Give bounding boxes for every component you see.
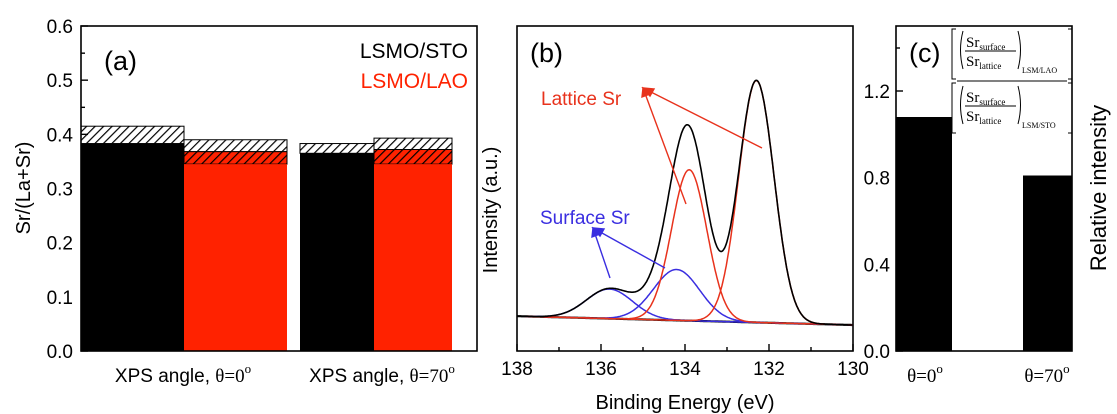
- x-category-label-c-theta-70: θ=70o: [1024, 361, 1069, 387]
- panel-b-x-tick-label: 136: [585, 359, 617, 380]
- panel-b-axes-frame: [516, 25, 854, 352]
- bar-lsmo-lao-hatched: [373, 137, 453, 150]
- panel-c-y-ticks: 0.0 0.4 0.8 1.2: [864, 47, 903, 363]
- legend-entry-lsmo-sto: LSMO/STO: [360, 40, 468, 63]
- bar-lsmo-lao: [184, 164, 287, 351]
- panel-b-curves: [516, 79, 853, 327]
- annotation-lattice-sr: Lattice Sr: [541, 89, 622, 110]
- bar-lsmo-sto-hatched: [299, 143, 376, 154]
- panel-a-bars: [80, 125, 453, 351]
- bar-lsmo-lao-hatched: [183, 139, 288, 153]
- bar-lsmo-sto: [81, 143, 184, 351]
- panel-a-y-tick-label: 0.3: [47, 180, 73, 201]
- bar-lsmo-sto: [300, 153, 375, 351]
- panel-c-y-axis-label: Relative intensity: [1086, 105, 1111, 271]
- panel-b-xps-spectrum: 138 136 134 132 130 (b) Lattice Sr Surface S…: [480, 25, 869, 414]
- panel-a-y-tick-label: 0.4: [47, 125, 74, 146]
- panel-b-x-tick-label: 130: [837, 359, 869, 380]
- panel-b-x-tick-label: 132: [753, 359, 785, 380]
- panel-b-x-ticks: 138 136 134 132 130: [501, 344, 869, 380]
- panel-c-y-tick-label: 0.0: [864, 342, 890, 363]
- panel-c-axes-frame: [895, 25, 1073, 352]
- panel-a-y-tick-label: 0.2: [47, 234, 73, 255]
- panel-c-bar: [1023, 175, 1072, 351]
- svg-text:LSM/LAO: LSM/LAO: [1022, 66, 1057, 75]
- panel-b-x-axis-label: Binding Energy (eV): [596, 392, 775, 414]
- panel-c-y-tick-label: 0.4: [864, 255, 891, 276]
- envelope-curve: [516, 79, 853, 326]
- panel-b-y-axis-label: Intensity (a.u.): [480, 147, 502, 274]
- svg-text:Srlattice: Srlattice: [966, 109, 1001, 126]
- ratio-formula: Srsurface Srlattice LSM/LAO Srsurface Sr…: [951, 28, 1073, 134]
- panel-a-y-tick-label: 0.1: [47, 288, 73, 309]
- panel-a-bar-chart: 0.0 0.1 0.2 0.3 0.4 0.5 0.6 (a) LSMO/STO LSMO/…: [13, 17, 478, 387]
- panel-b-x-tick-label: 138: [501, 359, 533, 380]
- panel-c-y-tick-label: 1.2: [864, 82, 890, 103]
- panel-a-y-ticks: 0.0 0.1 0.2 0.3 0.4 0.5 0.6: [47, 17, 88, 363]
- panel-a-y-axis-label: Sr/(La+Sr): [13, 142, 35, 235]
- bar-lsmo-sto-hatched: [80, 125, 185, 145]
- lattice-sr-peak-2: [516, 79, 853, 326]
- bar-lsmo-lao-hatched-red: [183, 151, 288, 165]
- panel-a-y-tick-label: 0.0: [47, 342, 73, 363]
- panel-c-y-tick-label: 0.8: [864, 169, 890, 190]
- panel-c-bars: [896, 117, 1072, 351]
- x-category-label-c-theta-0: θ=0o: [907, 361, 943, 387]
- svg-text:Srsurface: Srsurface: [966, 90, 1005, 107]
- svg-text:Srlattice: Srlattice: [966, 54, 1001, 71]
- panel-a-y-tick-label: 0.6: [47, 17, 73, 38]
- legend-entry-lsmo-lao: LSMO/LAO: [361, 70, 468, 93]
- surface-sr-arrows: [591, 226, 666, 279]
- panel-c-bar-chart: 0.0 0.4 0.8 1.2 (c) Srsurface Srlattice LSM…: [864, 25, 1111, 387]
- bar-lsmo-lao: [374, 164, 452, 351]
- panel-c-bar: [896, 117, 952, 351]
- lattice-sr-peak-1: [516, 169, 853, 326]
- bar-lsmo-lao-hatched-red: [373, 149, 453, 165]
- x-category-label-theta-0: XPS angle, θ=0o: [115, 361, 251, 387]
- lattice-sr-arrows: [641, 86, 763, 205]
- svg-text:LSM/STO: LSM/STO: [1022, 121, 1056, 130]
- panel-b-x-tick-label: 134: [669, 359, 701, 380]
- x-category-label-theta-70: XPS angle, θ=70o: [309, 361, 455, 387]
- svg-text:Srsurface: Srsurface: [966, 35, 1005, 52]
- panel-a-label: (a): [104, 46, 137, 76]
- panel-c-label: (c): [909, 38, 940, 68]
- panel-a-y-tick-label: 0.5: [47, 71, 73, 92]
- panel-b-label: (b): [530, 38, 563, 68]
- annotation-surface-sr: Surface Sr: [540, 208, 630, 229]
